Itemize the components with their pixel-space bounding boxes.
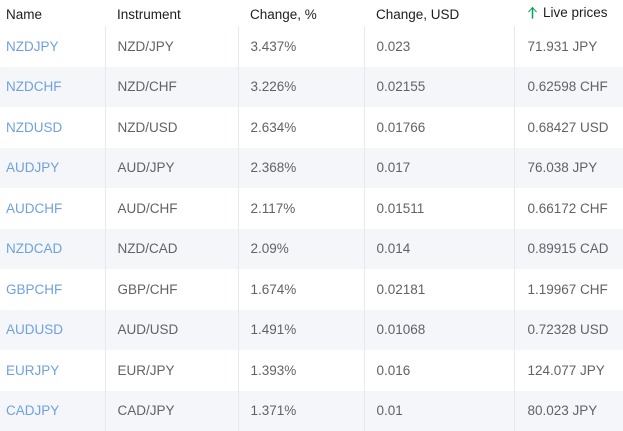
cell-instrument: AUD/USD <box>105 310 238 351</box>
table-row[interactable]: AUDUSD AUD/USD 1.491% 0.01068 0.72328 US… <box>0 310 623 351</box>
cell-change-usd: 0.01068 <box>364 310 514 351</box>
column-header-change-usd[interactable]: Change, USD <box>364 0 514 26</box>
cell-instrument: NZD/USD <box>105 107 238 148</box>
cell-instrument: CAD/JPY <box>105 391 238 431</box>
cell-instrument: EUR/JPY <box>105 350 238 391</box>
cell-change-usd: 0.01511 <box>364 188 514 229</box>
table-row[interactable]: NZDCHF NZD/CHF 3.226% 0.02155 0.62598 CH… <box>0 67 623 108</box>
cell-change-usd: 0.01766 <box>364 107 514 148</box>
cell-instrument: NZD/CAD <box>105 229 238 270</box>
table-row[interactable]: NZDJPY NZD/JPY 3.437% 0.023 71.931 JPY <box>0 26 623 67</box>
cell-name[interactable]: GBPCHF <box>0 269 105 310</box>
cell-instrument: GBP/CHF <box>105 269 238 310</box>
cell-name[interactable]: NZDJPY <box>0 26 105 67</box>
cell-name[interactable]: EURJPY <box>0 350 105 391</box>
cell-instrument: NZD/CHF <box>105 67 238 108</box>
cell-change-usd: 0.01 <box>364 391 514 431</box>
header-row: Name Instrument Change, % Change, USD Li… <box>0 0 623 26</box>
column-header-name[interactable]: Name <box>0 0 105 26</box>
cell-name[interactable]: AUDUSD <box>0 310 105 351</box>
symbol-link[interactable]: NZDUSD <box>6 120 62 135</box>
cell-change-percent: 1.674% <box>238 269 364 310</box>
cell-live-price: 0.89915 CAD <box>514 229 623 270</box>
cell-change-percent: 2.09% <box>238 229 364 270</box>
table-row[interactable]: NZDCAD NZD/CAD 2.09% 0.014 0.89915 CAD <box>0 229 623 270</box>
symbol-link[interactable]: NZDJPY <box>6 39 59 54</box>
cell-live-price: 76.038 JPY <box>514 148 623 189</box>
cell-change-usd: 0.014 <box>364 229 514 270</box>
cell-change-percent: 1.393% <box>238 350 364 391</box>
cell-live-price: 71.931 JPY <box>514 26 623 67</box>
table-row[interactable]: CADJPY CAD/JPY 1.371% 0.01 80.023 JPY <box>0 391 623 431</box>
cell-change-usd: 0.016 <box>364 350 514 391</box>
symbol-link[interactable]: NZDCHF <box>6 79 62 94</box>
cell-name[interactable]: AUDJPY <box>0 148 105 189</box>
symbol-link[interactable]: NZDCAD <box>6 241 62 256</box>
cell-name[interactable]: NZDCHF <box>0 67 105 108</box>
cell-change-percent: 1.491% <box>238 310 364 351</box>
cell-name[interactable]: NZDCAD <box>0 229 105 270</box>
table-row[interactable]: AUDCHF AUD/CHF 2.117% 0.01511 0.66172 CH… <box>0 188 623 229</box>
cell-live-price: 1.19967 CHF <box>514 269 623 310</box>
cell-change-usd: 0.017 <box>364 148 514 189</box>
cell-instrument: AUD/JPY <box>105 148 238 189</box>
cell-change-usd: 0.02181 <box>364 269 514 310</box>
cell-live-price: 0.68427 USD <box>514 107 623 148</box>
table-row[interactable]: EURJPY EUR/JPY 1.393% 0.016 124.077 JPY <box>0 350 623 391</box>
cell-change-percent: 2.634% <box>238 107 364 148</box>
symbol-link[interactable]: CADJPY <box>6 403 59 418</box>
cell-change-percent: 3.437% <box>238 26 364 67</box>
table-row[interactable]: AUDJPY AUD/JPY 2.368% 0.017 76.038 JPY <box>0 148 623 189</box>
column-header-instrument[interactable]: Instrument <box>105 0 238 26</box>
cell-instrument: NZD/JPY <box>105 26 238 67</box>
column-header-change-percent[interactable]: Change, % <box>238 0 364 26</box>
live-prices-label: Live prices <box>543 5 608 20</box>
cell-live-price: 80.023 JPY <box>514 391 623 431</box>
cell-live-price: 0.72328 USD <box>514 310 623 351</box>
table-header: Name Instrument Change, % Change, USD Li… <box>0 0 623 26</box>
column-header-live-prices[interactable]: Live prices <box>514 0 623 26</box>
cell-change-usd: 0.023 <box>364 26 514 67</box>
cell-live-price: 124.077 JPY <box>514 350 623 391</box>
cell-name[interactable]: AUDCHF <box>0 188 105 229</box>
cell-change-usd: 0.02155 <box>364 67 514 108</box>
cell-change-percent: 2.117% <box>238 188 364 229</box>
cell-change-percent: 1.371% <box>238 391 364 431</box>
symbol-link[interactable]: AUDCHF <box>6 201 62 216</box>
cell-name[interactable]: NZDUSD <box>0 107 105 148</box>
symbol-link[interactable]: EURJPY <box>6 363 59 378</box>
cell-live-price: 0.62598 CHF <box>514 67 623 108</box>
cell-name[interactable]: CADJPY <box>0 391 105 431</box>
symbol-link[interactable]: GBPCHF <box>6 282 62 297</box>
table-row[interactable]: NZDUSD NZD/USD 2.634% 0.01766 0.68427 US… <box>0 107 623 148</box>
cell-change-percent: 3.226% <box>238 67 364 108</box>
cell-live-price: 0.66172 CHF <box>514 188 623 229</box>
symbol-link[interactable]: AUDJPY <box>6 160 59 175</box>
table-row[interactable]: GBPCHF GBP/CHF 1.674% 0.02181 1.19967 CH… <box>0 269 623 310</box>
symbol-link[interactable]: AUDUSD <box>6 322 63 337</box>
cell-change-percent: 2.368% <box>238 148 364 189</box>
arrow-up-icon <box>527 6 538 19</box>
table-body: NZDJPY NZD/JPY 3.437% 0.023 71.931 JPY N… <box>0 26 623 431</box>
cell-instrument: AUD/CHF <box>105 188 238 229</box>
